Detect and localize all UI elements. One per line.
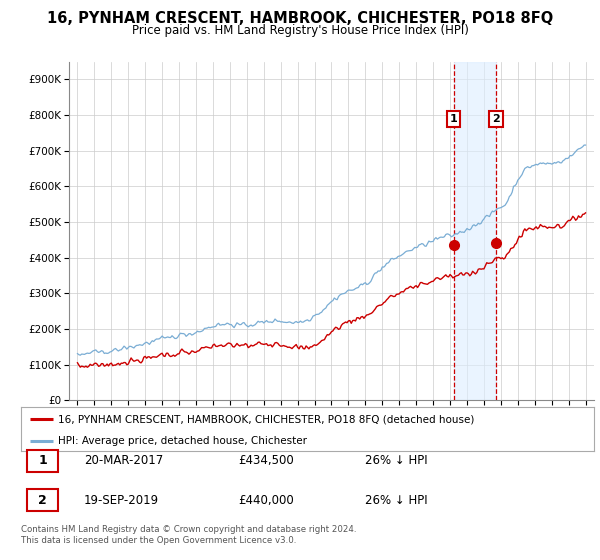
Text: 16, PYNHAM CRESCENT, HAMBROOK, CHICHESTER, PO18 8FQ (detached house): 16, PYNHAM CRESCENT, HAMBROOK, CHICHESTE… [58,414,475,424]
Text: 16, PYNHAM CRESCENT, HAMBROOK, CHICHESTER, PO18 8FQ: 16, PYNHAM CRESCENT, HAMBROOK, CHICHESTE… [47,11,553,26]
Text: 2: 2 [38,493,47,507]
FancyBboxPatch shape [27,489,58,511]
Text: £434,500: £434,500 [239,454,295,468]
Text: 26% ↓ HPI: 26% ↓ HPI [365,454,427,468]
Text: Price paid vs. HM Land Registry's House Price Index (HPI): Price paid vs. HM Land Registry's House … [131,24,469,36]
Text: 1: 1 [450,114,457,124]
Text: 26% ↓ HPI: 26% ↓ HPI [365,493,427,507]
Text: HPI: Average price, detached house, Chichester: HPI: Average price, detached house, Chic… [58,436,307,446]
Text: £440,000: £440,000 [239,493,295,507]
Bar [454,62,496,400]
FancyBboxPatch shape [27,450,58,472]
Text: 19-SEP-2019: 19-SEP-2019 [84,493,159,507]
Text: 20-MAR-2017: 20-MAR-2017 [84,454,163,468]
Text: 2: 2 [492,114,500,124]
Text: 1: 1 [38,454,47,468]
Text: Contains HM Land Registry data © Crown copyright and database right 2024.
This d: Contains HM Land Registry data © Crown c… [21,525,356,545]
